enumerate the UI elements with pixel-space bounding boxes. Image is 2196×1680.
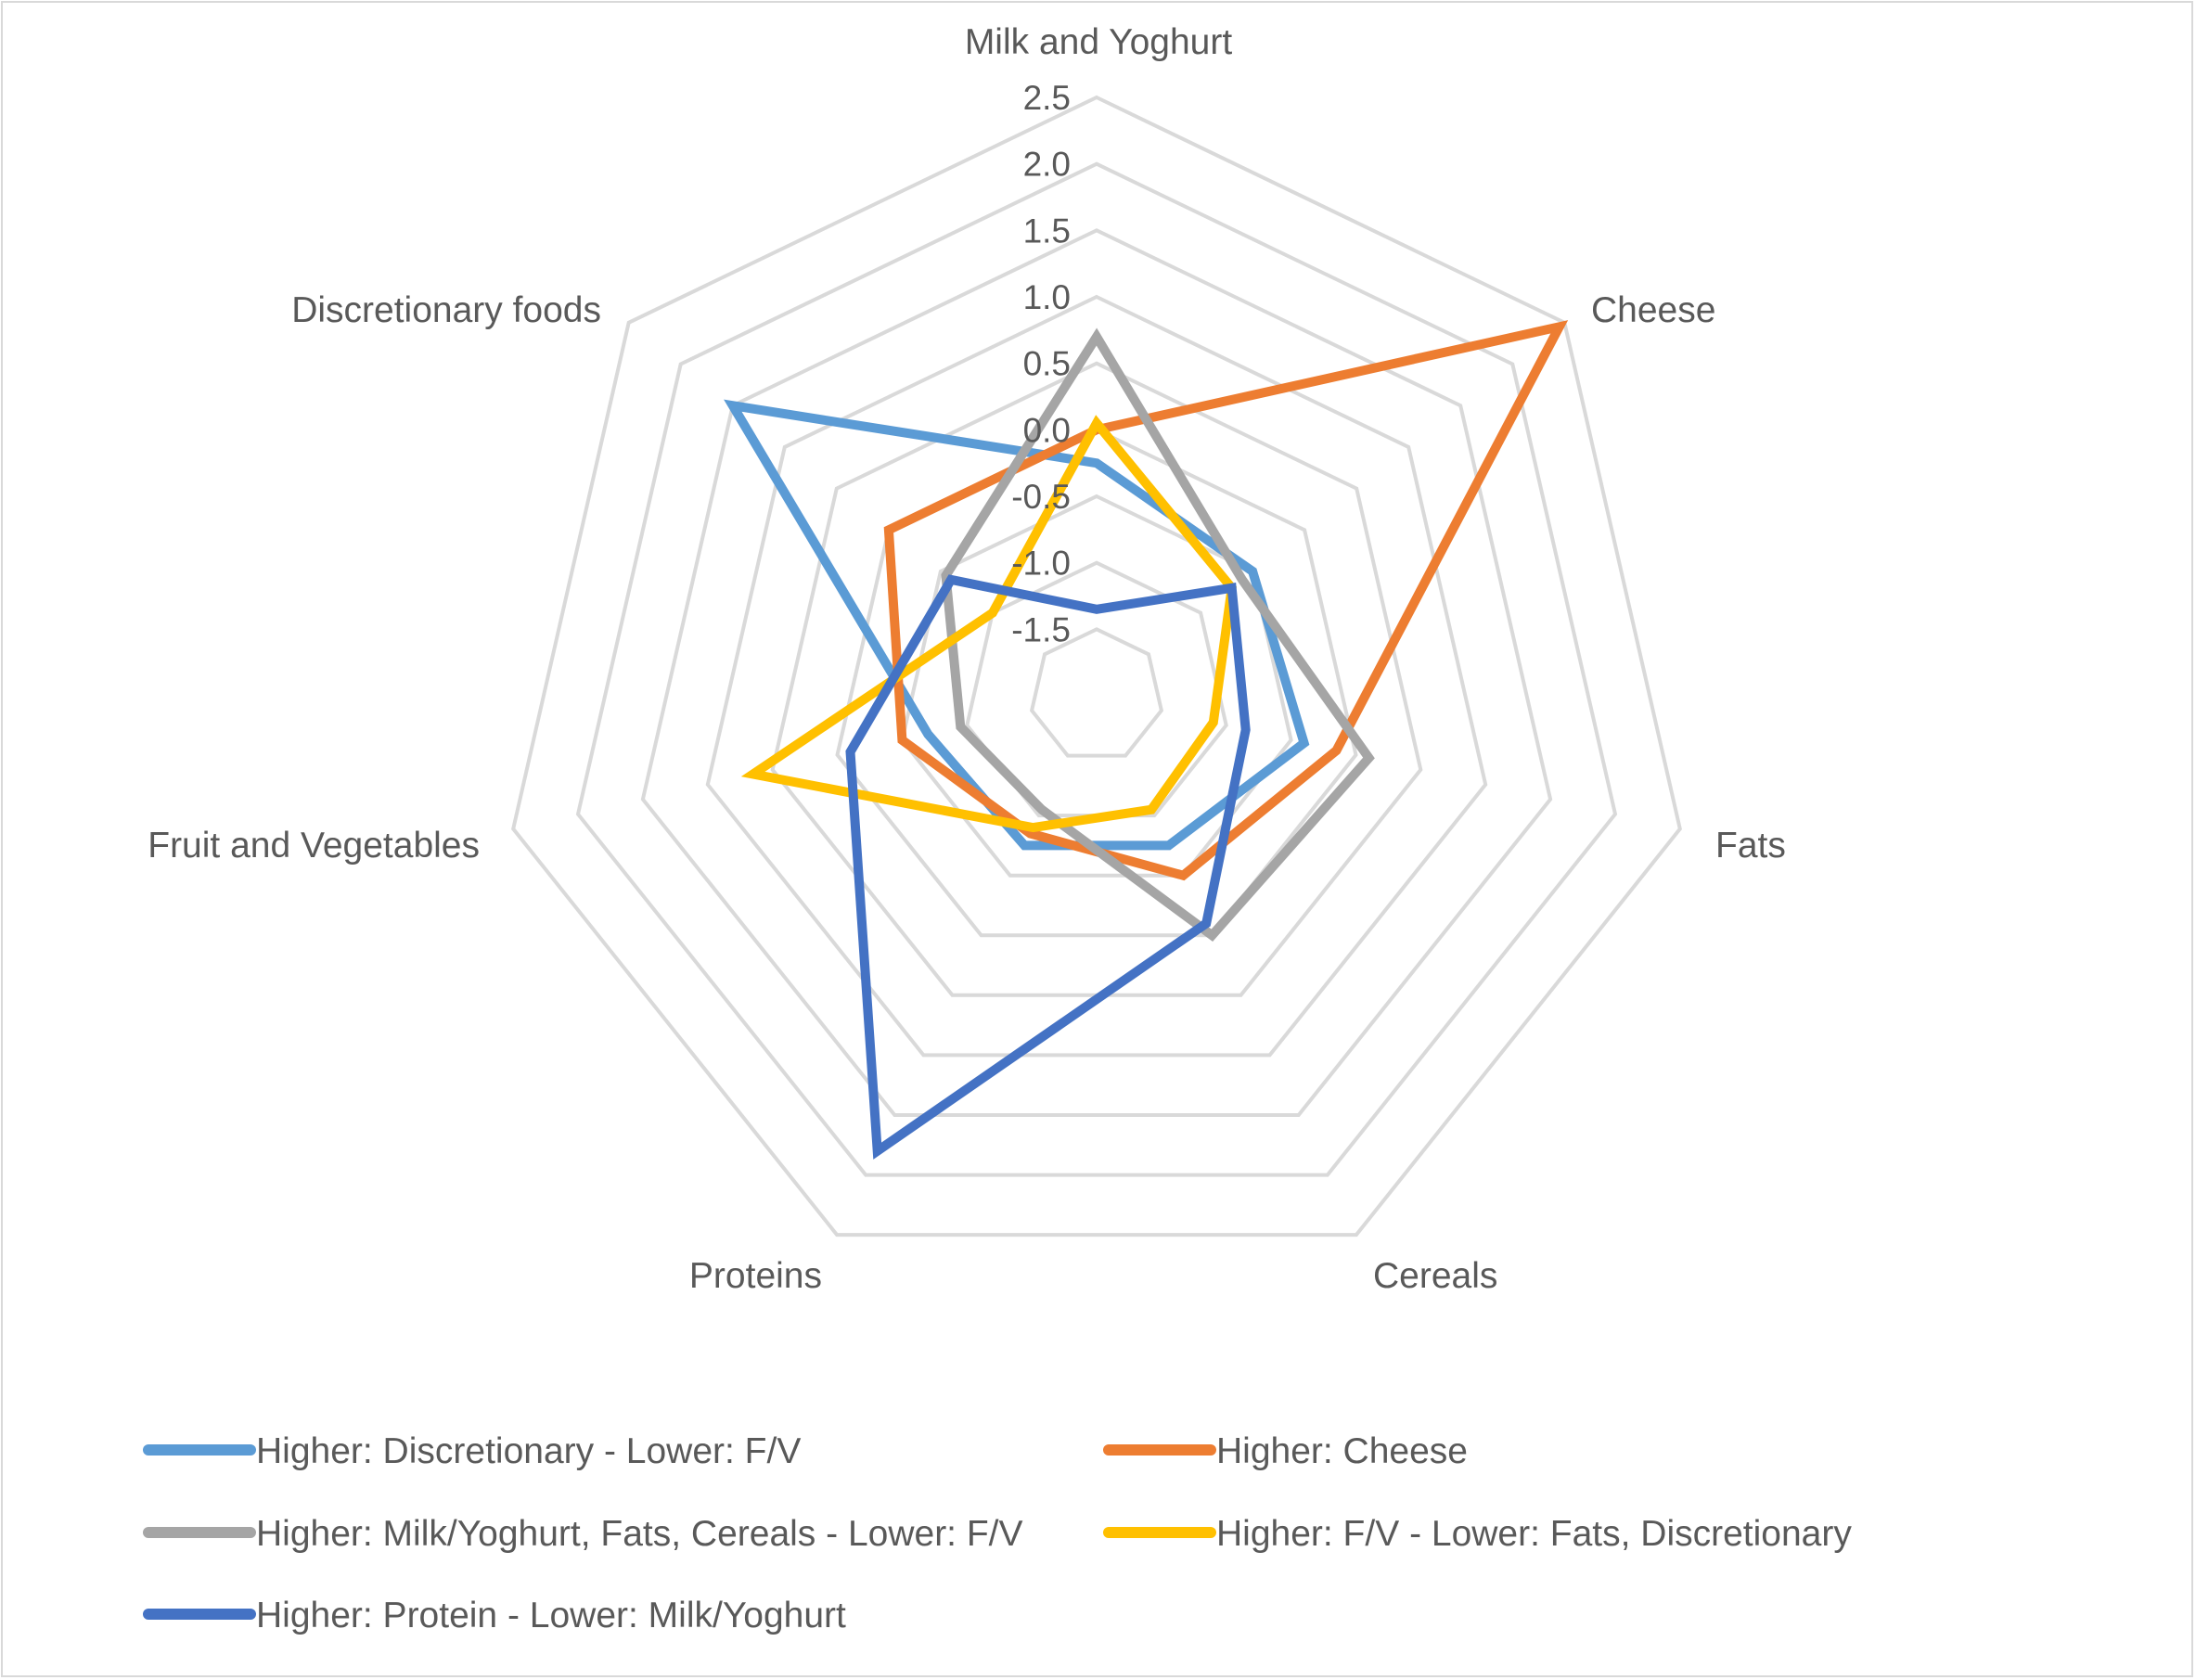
series-line-2 <box>941 327 1375 943</box>
legend-label-4: Higher: Protein - Lower: Milk/Yoghurt <box>256 1596 846 1635</box>
grid-ring-9 <box>511 95 1682 1238</box>
tick-label: 2.5 <box>1023 79 1071 117</box>
tick-label: 0.5 <box>1023 345 1071 383</box>
series-layer <box>724 320 1569 1160</box>
tick-label: 1.0 <box>1023 278 1071 316</box>
tick-label: 2.0 <box>1023 146 1071 184</box>
tick-labels: -1.5 -1.0 -0.5 0.0 0.5 1.0 1.5 2.0 2.5 <box>1011 79 1071 648</box>
tick-label: -1.0 <box>1011 545 1071 583</box>
category-label: Proteins <box>689 1256 822 1296</box>
grid-ring-4 <box>835 428 1358 938</box>
series-line-4 <box>845 574 1251 1160</box>
category-label: Fruit and Vegetables <box>148 826 480 866</box>
grid-ring-1 <box>1029 627 1164 758</box>
category-label: Cheese <box>1591 290 1715 330</box>
tick-label: 1.5 <box>1023 212 1071 250</box>
grid-ring-8 <box>575 161 1618 1177</box>
tick-label: -0.5 <box>1011 478 1071 516</box>
legend-label-2: Higher: Milk/Yoghurt, Fats, Cereals - Lo… <box>256 1514 1023 1554</box>
category-label: Fats <box>1715 826 1786 866</box>
grid-ring-5 <box>770 361 1423 997</box>
series-line-1 <box>883 320 1569 881</box>
category-label: Cereals <box>1373 1256 1497 1296</box>
grid-ring-6 <box>705 294 1488 1058</box>
grid-ring-7 <box>640 228 1553 1117</box>
legend-label-1: Higher: Cheese <box>1216 1431 1468 1471</box>
tick-label: -1.5 <box>1011 610 1071 648</box>
category-label: Discretionary foods <box>291 290 601 330</box>
category-label: Milk and Yoghurt <box>965 22 1233 62</box>
tick-label: 0.0 <box>1023 411 1071 449</box>
legend-label-3: Higher: F/V - Lower: Fats, Discretionary <box>1216 1514 1852 1554</box>
category-labels: Milk and Yoghurt Cheese Fats Cereals Protein… <box>148 22 1786 1296</box>
legend: Higher: Discretionary - Lower: F/V Higher… <box>143 1431 1852 1635</box>
radar-grid <box>511 95 1682 1238</box>
series-line-3 <box>740 415 1237 833</box>
legend-label-0: Higher: Discretionary - Lower: F/V <box>256 1431 801 1471</box>
